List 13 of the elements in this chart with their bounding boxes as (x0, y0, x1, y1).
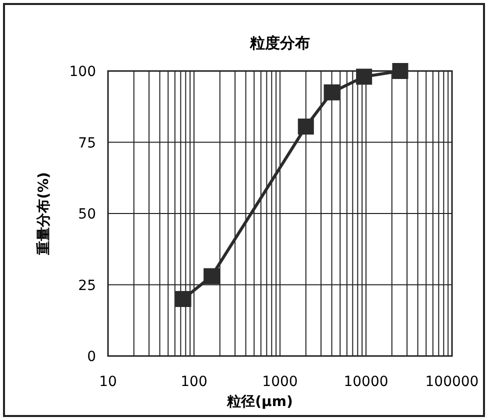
x-axis-title: 粒径(μm) (226, 394, 293, 410)
x-tick-label: 1000 (262, 374, 298, 390)
x-tick-label: 100000 (425, 374, 479, 390)
chart-title: 粒度分布 (249, 34, 310, 52)
y-tick-label: 0 (87, 349, 96, 365)
y-tick-label: 25 (78, 278, 96, 294)
x-tick-label: 10 (99, 374, 117, 390)
y-tick-label: 100 (69, 64, 96, 80)
y-tick-label: 50 (78, 206, 96, 222)
y-tick-label: 75 (78, 135, 96, 152)
y-axis-title: 重量分布(%) (36, 172, 52, 256)
x-tick-label: 10000 (344, 374, 388, 390)
x-tick-label: 100 (180, 374, 208, 390)
